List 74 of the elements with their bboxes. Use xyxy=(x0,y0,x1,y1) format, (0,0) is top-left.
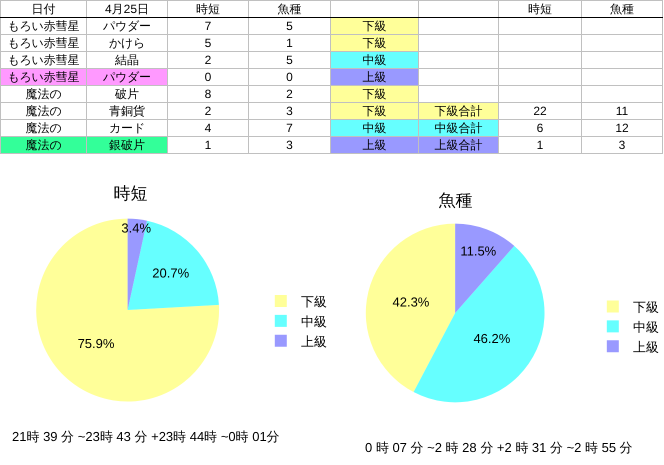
text: 上級合計 xyxy=(434,138,482,152)
text: 0 xyxy=(204,70,212,84)
category-label: 4月25日 xyxy=(86,0,168,18)
text: 上級 xyxy=(362,138,386,152)
data-label: 46.2% xyxy=(473,330,511,346)
legend-label: 下級 xyxy=(632,300,659,315)
text: 下級 xyxy=(362,104,386,118)
text: 11 xyxy=(616,104,628,118)
text: 下級 xyxy=(362,19,386,33)
text: パウダー xyxy=(103,70,151,84)
chart-title: 時短 xyxy=(113,184,148,203)
text: 7 xyxy=(204,19,212,33)
legend-label: 上級 xyxy=(300,334,327,349)
pie-slice xyxy=(36,218,219,402)
legend-label: 下級 xyxy=(300,294,327,310)
text: 下級 xyxy=(362,87,386,101)
text: 22 xyxy=(533,104,547,118)
text: 6 xyxy=(536,121,544,135)
text: もろい赤彗星 xyxy=(8,36,80,50)
text: 結晶 xyxy=(115,53,139,67)
text: 上級 xyxy=(362,70,386,84)
text: 2 xyxy=(286,87,293,101)
text: 7 xyxy=(286,121,293,135)
text: 魔法の xyxy=(26,121,62,135)
data-label: 3.4% xyxy=(121,220,152,236)
text: 下級 xyxy=(362,36,386,50)
category-label: 魚種 xyxy=(248,0,330,18)
category-label: 時短 xyxy=(168,0,248,18)
text: 12 xyxy=(615,121,629,135)
text: 3 xyxy=(618,138,626,152)
text: 1 xyxy=(204,138,212,152)
text: 5 xyxy=(204,36,212,50)
data-label: 20.7% xyxy=(152,266,190,281)
text: 魔法の xyxy=(26,87,62,101)
legend-label: 中級 xyxy=(632,319,659,334)
text: 0 時 07 分 ~2 時 28 分 +2 時 31 分 ~2 時 55 分 xyxy=(365,440,633,455)
text: 4 xyxy=(204,121,212,135)
category-label: 時短 xyxy=(498,0,582,18)
text: もろい赤彗星 xyxy=(8,19,80,33)
text: 破片 xyxy=(115,87,139,101)
text: 1 xyxy=(286,36,293,50)
text: 下級合計 xyxy=(434,104,482,118)
text: 3 xyxy=(286,104,293,118)
data-label: 75.9% xyxy=(78,336,115,351)
pie-slice xyxy=(366,224,456,392)
text: 5 xyxy=(286,19,293,33)
category-label: 魚種 xyxy=(582,0,662,18)
text: 8 xyxy=(204,87,212,101)
legend-label: 中級 xyxy=(300,314,327,329)
text: 0 xyxy=(286,70,293,84)
text: もろい赤彗星 xyxy=(8,53,80,67)
pie-slice xyxy=(455,224,514,313)
text: 魔法の xyxy=(26,138,62,152)
data-label: 11.5% xyxy=(460,244,497,259)
category-label: 日付 xyxy=(0,0,86,18)
text: 中級 xyxy=(362,53,386,67)
legend-label: 上級 xyxy=(632,339,659,354)
text: 5 xyxy=(286,53,293,67)
text: 魔法の xyxy=(26,104,62,118)
text: 銀破片 xyxy=(109,138,145,152)
text: もろい赤彗星 xyxy=(8,70,80,84)
text: カード xyxy=(109,121,145,135)
text: 2 xyxy=(204,104,212,118)
text: かけら xyxy=(109,36,145,50)
text: 1 xyxy=(536,138,544,152)
text: パウダー xyxy=(103,19,151,33)
text: 青銅貨 xyxy=(109,104,145,118)
text: 21時 39 分 ~23時 43 分 +23時 44時 ~0時 01分 xyxy=(12,429,280,444)
text: 中級 xyxy=(362,121,386,135)
chart-title: 魚種 xyxy=(438,190,472,210)
data-label: 42.3% xyxy=(392,294,430,310)
text: 2 xyxy=(204,53,212,67)
text: 3 xyxy=(286,138,293,152)
text: 中級合計 xyxy=(434,121,482,135)
